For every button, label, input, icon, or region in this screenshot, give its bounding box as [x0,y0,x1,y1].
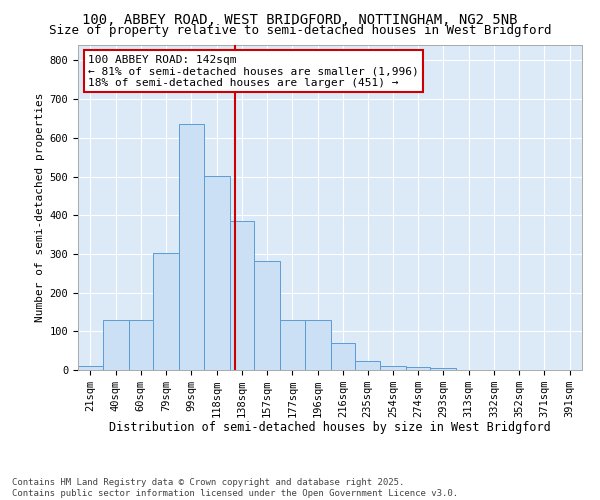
Bar [331,343,355,370]
Bar [406,367,430,370]
Bar [380,366,406,370]
Bar [254,261,280,370]
Bar [103,320,128,370]
Bar [430,368,457,370]
Bar [355,362,380,370]
Bar [153,253,179,370]
Bar [305,320,331,370]
Bar [78,366,103,370]
Text: Contains HM Land Registry data © Crown copyright and database right 2025.
Contai: Contains HM Land Registry data © Crown c… [12,478,458,498]
Bar [230,222,254,370]
Text: 100, ABBEY ROAD, WEST BRIDGFORD, NOTTINGHAM, NG2 5NB: 100, ABBEY ROAD, WEST BRIDGFORD, NOTTING… [82,12,518,26]
Bar [179,124,203,370]
Bar [280,320,305,370]
Text: 100 ABBEY ROAD: 142sqm
← 81% of semi-detached houses are smaller (1,996)
18% of : 100 ABBEY ROAD: 142sqm ← 81% of semi-det… [88,54,419,88]
Bar [203,176,230,370]
X-axis label: Distribution of semi-detached houses by size in West Bridgford: Distribution of semi-detached houses by … [109,422,551,434]
Y-axis label: Number of semi-detached properties: Number of semi-detached properties [35,93,46,322]
Bar [128,320,153,370]
Text: Size of property relative to semi-detached houses in West Bridgford: Size of property relative to semi-detach… [49,24,551,37]
